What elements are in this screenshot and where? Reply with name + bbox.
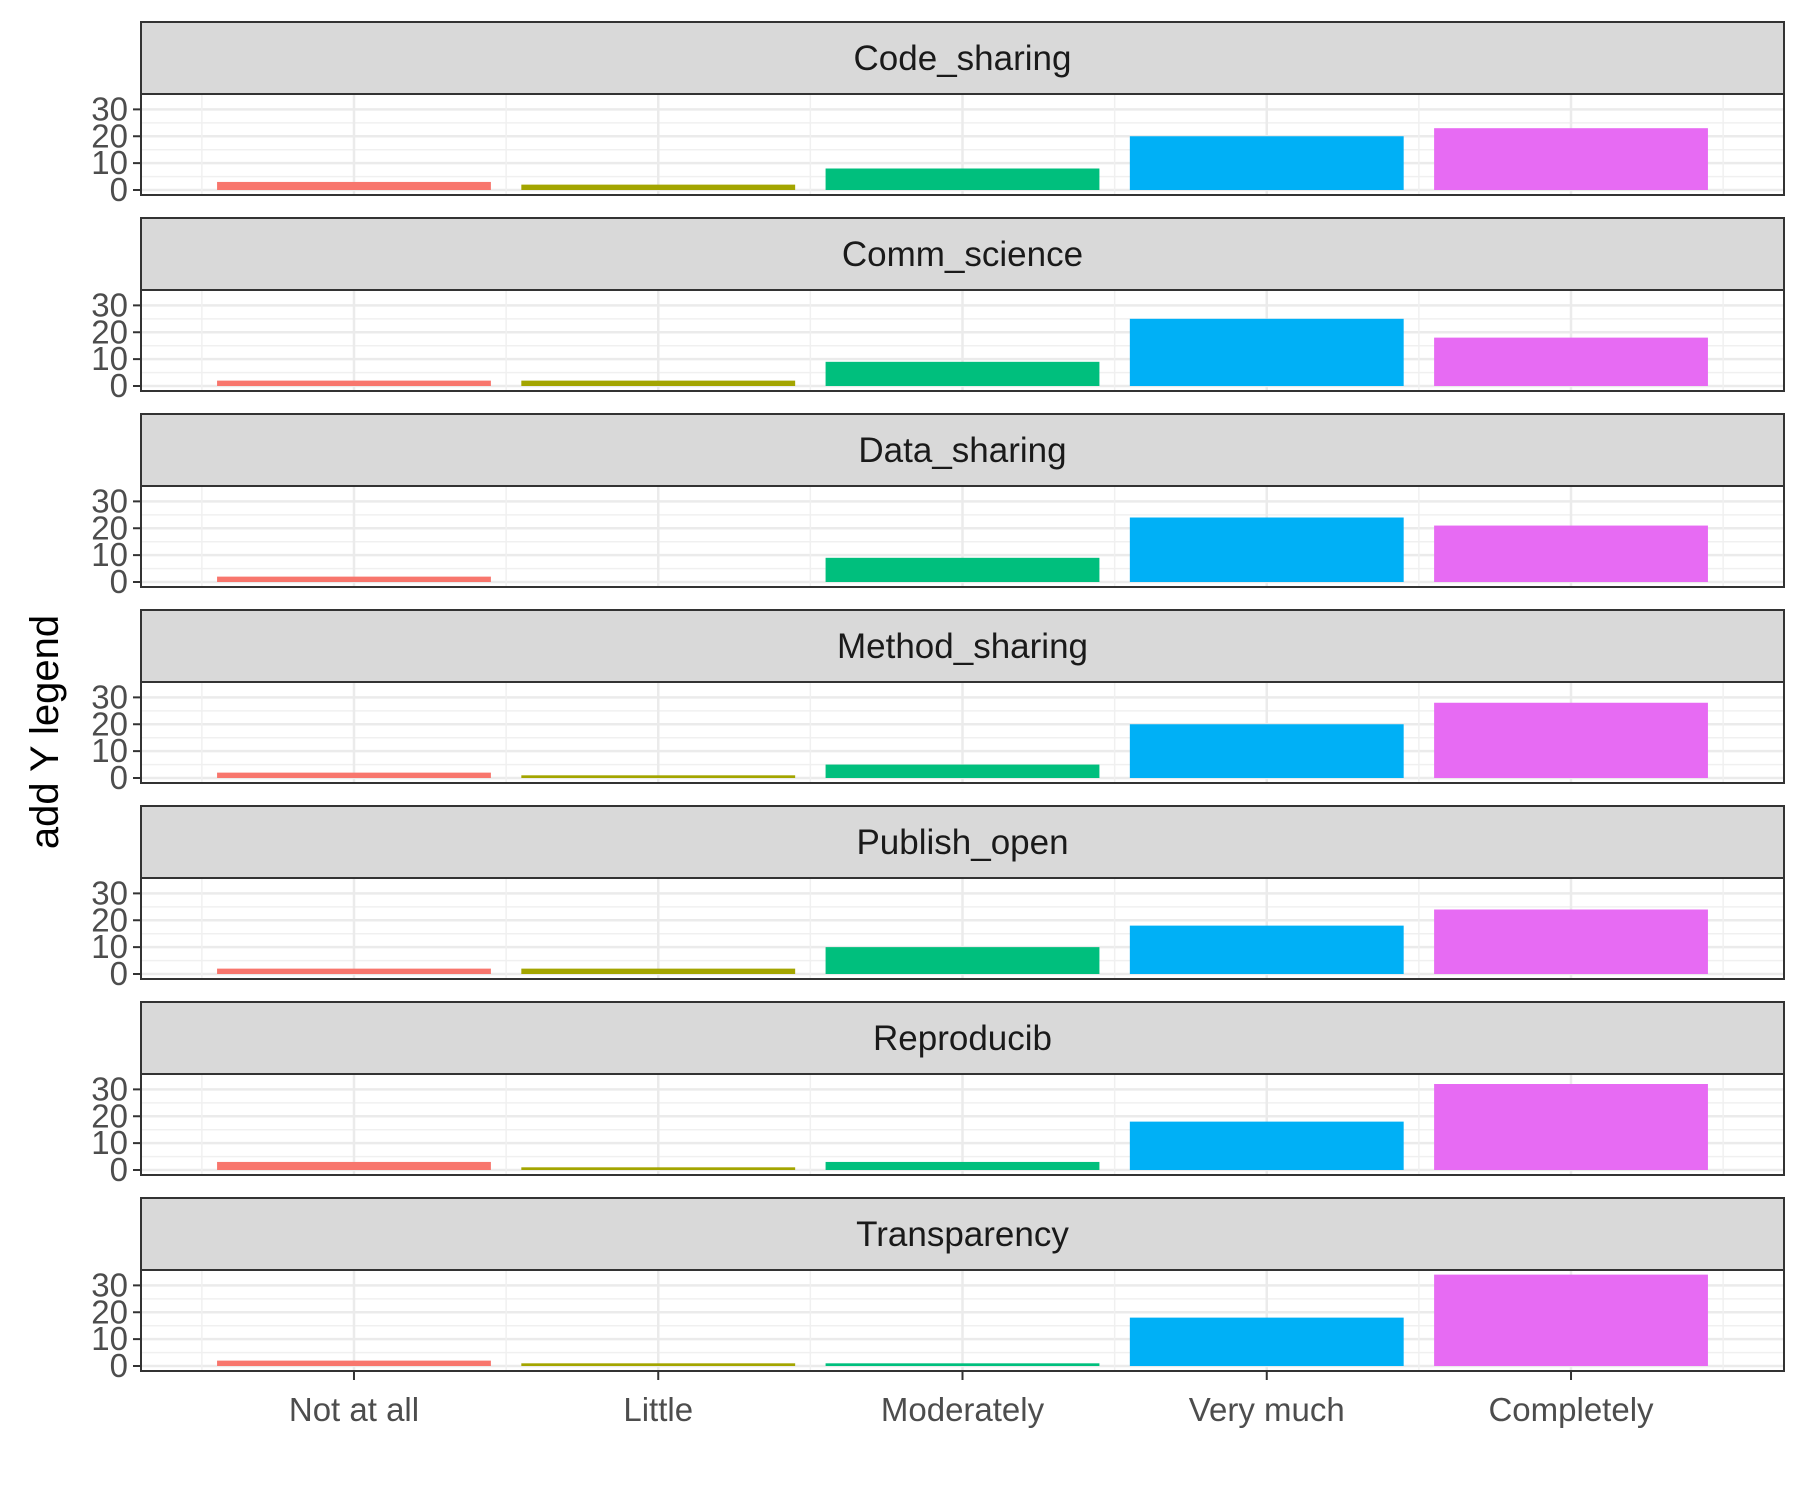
y-tick-label: 0 bbox=[110, 759, 128, 796]
y-tick-label: 10 bbox=[91, 732, 128, 769]
bar bbox=[825, 361, 1100, 386]
bar bbox=[1129, 1121, 1404, 1170]
bar bbox=[1129, 318, 1404, 386]
bar bbox=[217, 968, 491, 974]
bar bbox=[217, 1161, 491, 1170]
bar bbox=[1434, 1084, 1708, 1170]
y-tick-label: 30 bbox=[91, 678, 128, 715]
bar bbox=[1434, 525, 1708, 582]
facet-panels: Code_sharing0102030Comm_science0102030Da… bbox=[91, 21, 1785, 1384]
bar bbox=[217, 181, 491, 190]
bar bbox=[521, 184, 796, 190]
bar bbox=[217, 1360, 491, 1366]
bar bbox=[1129, 724, 1404, 778]
bar bbox=[521, 1167, 796, 1170]
y-tick-label: 20 bbox=[91, 1293, 128, 1330]
bar bbox=[217, 772, 491, 778]
facet-strip bbox=[140, 217, 1785, 291]
y-tick-label: 0 bbox=[110, 1151, 128, 1188]
y-tick-label: 10 bbox=[91, 1320, 128, 1357]
panel-border bbox=[140, 877, 1785, 980]
bar bbox=[217, 380, 491, 386]
panel-border bbox=[140, 485, 1785, 588]
y-tick-label: 30 bbox=[91, 90, 128, 127]
panel-border bbox=[140, 681, 1785, 784]
facet-strip-label: Publish_open bbox=[856, 823, 1068, 862]
bar bbox=[825, 764, 1100, 778]
facet-strip-label: Comm_science bbox=[842, 235, 1083, 274]
bar bbox=[521, 968, 796, 974]
y-axis-title: add Y legend bbox=[23, 615, 67, 849]
y-tick-label: 10 bbox=[91, 340, 128, 377]
x-tick-label: Not at all bbox=[289, 1391, 419, 1428]
facet-strip-label: Reproducib bbox=[873, 1019, 1052, 1058]
bar bbox=[1129, 925, 1404, 974]
bar bbox=[1129, 1317, 1404, 1366]
facet-strip-label: Code_sharing bbox=[854, 39, 1072, 78]
y-tick-label: 20 bbox=[91, 313, 128, 350]
panel-border bbox=[140, 1073, 1785, 1176]
y-tick-label: 20 bbox=[91, 901, 128, 938]
y-tick-label: 10 bbox=[91, 144, 128, 181]
facet-strip bbox=[140, 21, 1785, 95]
y-tick-label: 10 bbox=[91, 1124, 128, 1161]
y-tick-label: 20 bbox=[91, 117, 128, 154]
bar bbox=[521, 380, 796, 386]
panel-border bbox=[140, 289, 1785, 392]
bar bbox=[825, 947, 1100, 974]
bar bbox=[825, 557, 1100, 582]
bar bbox=[1434, 702, 1708, 778]
bar bbox=[1434, 337, 1708, 386]
bar bbox=[1129, 517, 1404, 582]
bar bbox=[217, 576, 491, 582]
bar bbox=[825, 1161, 1100, 1170]
bar bbox=[1434, 909, 1708, 974]
bar bbox=[521, 775, 796, 778]
bar bbox=[1434, 128, 1708, 190]
bar bbox=[521, 1363, 796, 1366]
y-tick-label: 30 bbox=[91, 1266, 128, 1303]
facet-strip-label: Method_sharing bbox=[837, 627, 1088, 666]
y-tick-label: 30 bbox=[91, 874, 128, 911]
bar bbox=[1434, 1274, 1708, 1366]
y-tick-label: 20 bbox=[91, 509, 128, 546]
panel-border bbox=[140, 93, 1785, 196]
y-tick-label: 0 bbox=[110, 171, 128, 208]
facet-strip-label: Data_sharing bbox=[858, 431, 1066, 470]
y-tick-label: 20 bbox=[91, 705, 128, 742]
x-tick-label: Moderately bbox=[881, 1391, 1045, 1428]
y-tick-label: 0 bbox=[110, 367, 128, 404]
y-tick-label: 0 bbox=[110, 563, 128, 600]
y-tick-label: 0 bbox=[110, 1347, 128, 1384]
bar bbox=[825, 168, 1100, 190]
y-tick-label: 20 bbox=[91, 1097, 128, 1134]
y-tick-label: 10 bbox=[91, 928, 128, 965]
bar bbox=[1129, 136, 1404, 190]
x-axis: Not at all Little Moderately Very much Compl… bbox=[289, 1371, 1654, 1428]
y-tick-label: 30 bbox=[91, 286, 128, 323]
y-tick-label: 10 bbox=[91, 536, 128, 573]
y-tick-label: 0 bbox=[110, 955, 128, 992]
facet-strip bbox=[140, 805, 1785, 879]
facet-strip bbox=[140, 413, 1785, 487]
x-tick-label: Very much bbox=[1189, 1391, 1345, 1428]
y-tick-label: 30 bbox=[91, 482, 128, 519]
x-tick-label: Completely bbox=[1488, 1391, 1654, 1428]
x-tick-label: Little bbox=[623, 1391, 693, 1428]
y-tick-label: 30 bbox=[91, 1070, 128, 1107]
facet-strip-label: Transparency bbox=[856, 1215, 1069, 1254]
bar bbox=[825, 1363, 1100, 1366]
